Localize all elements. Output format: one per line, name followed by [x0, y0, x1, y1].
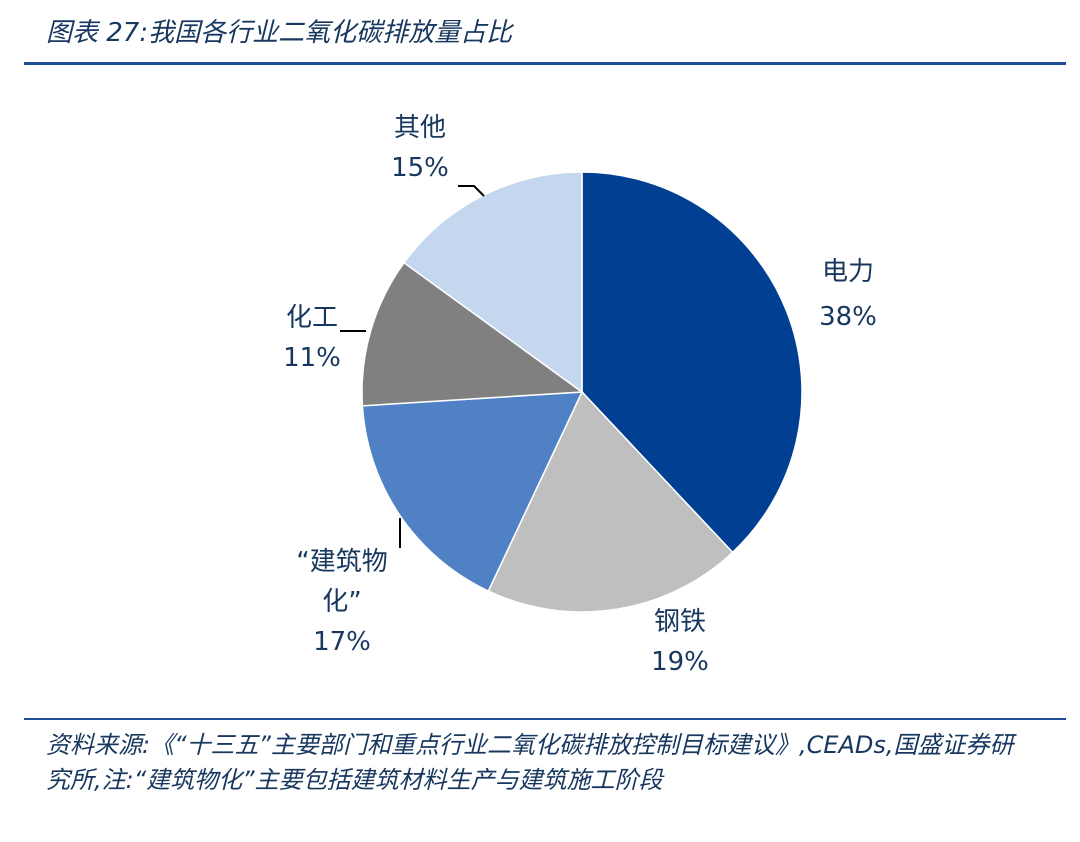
- pie-slice-2: [361, 391, 584, 593]
- source-divider: [24, 718, 1066, 720]
- source-note: 资料来源:《“十三五”主要部门和重点行业二氧化碳排放控制目标建议》,CEADs,…: [46, 731, 1014, 794]
- slice-category-label-3: 化工: [286, 303, 338, 333]
- slice-category-label-2: “建筑物: [296, 547, 387, 577]
- slice-category-label-4: 其他: [394, 113, 446, 143]
- pie-slice-0: [581, 171, 803, 554]
- slice-percent-label-4: 15%: [391, 153, 449, 183]
- pie-slices: [361, 171, 803, 613]
- slice-percent-label-1: 19%: [651, 647, 709, 677]
- slice-percent-label-3: 11%: [283, 343, 341, 373]
- pie-slice-4: [402, 171, 583, 394]
- slice-category-label-2: 化”: [322, 587, 361, 617]
- pie-slice-1: [487, 390, 734, 613]
- slice-labels: 电力 38% 钢铁 19% “建筑物化” 17% 化工 11% 其他 15%: [283, 113, 877, 677]
- leader-lines: [340, 185, 485, 548]
- title-divider: [24, 62, 1066, 65]
- leader-line-4: [458, 185, 485, 197]
- slice-category-label-1: 钢铁: [654, 607, 706, 637]
- slice-percent-label-0: 38%: [819, 302, 877, 332]
- slice-category-label-0: 电力: [822, 257, 874, 287]
- chart-title: 图表 27:我国各行业二氧化碳排放量占比: [46, 18, 513, 48]
- slice-percent-label-2: 17%: [313, 627, 371, 657]
- pie-slice-3: [361, 261, 585, 407]
